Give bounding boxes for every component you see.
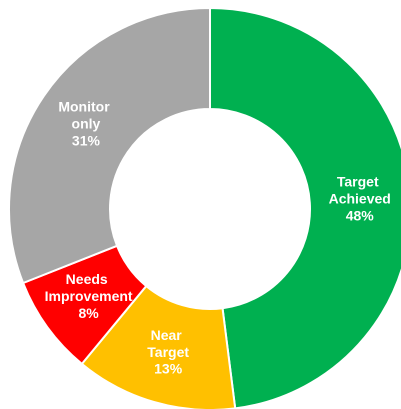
slice-label: Monitor only <box>58 98 113 131</box>
value-label: 31% <box>72 132 101 148</box>
donut-slice <box>209 6 401 409</box>
value-label: 13% <box>154 361 183 377</box>
value-label: 8% <box>79 305 100 321</box>
value-label: 48% <box>346 207 375 223</box>
slice-label: Near Target <box>147 327 189 360</box>
donut-slice <box>8 6 211 285</box>
slice-label: Target Achieved <box>329 173 391 206</box>
slice-label: Needs Improvement <box>45 271 133 304</box>
